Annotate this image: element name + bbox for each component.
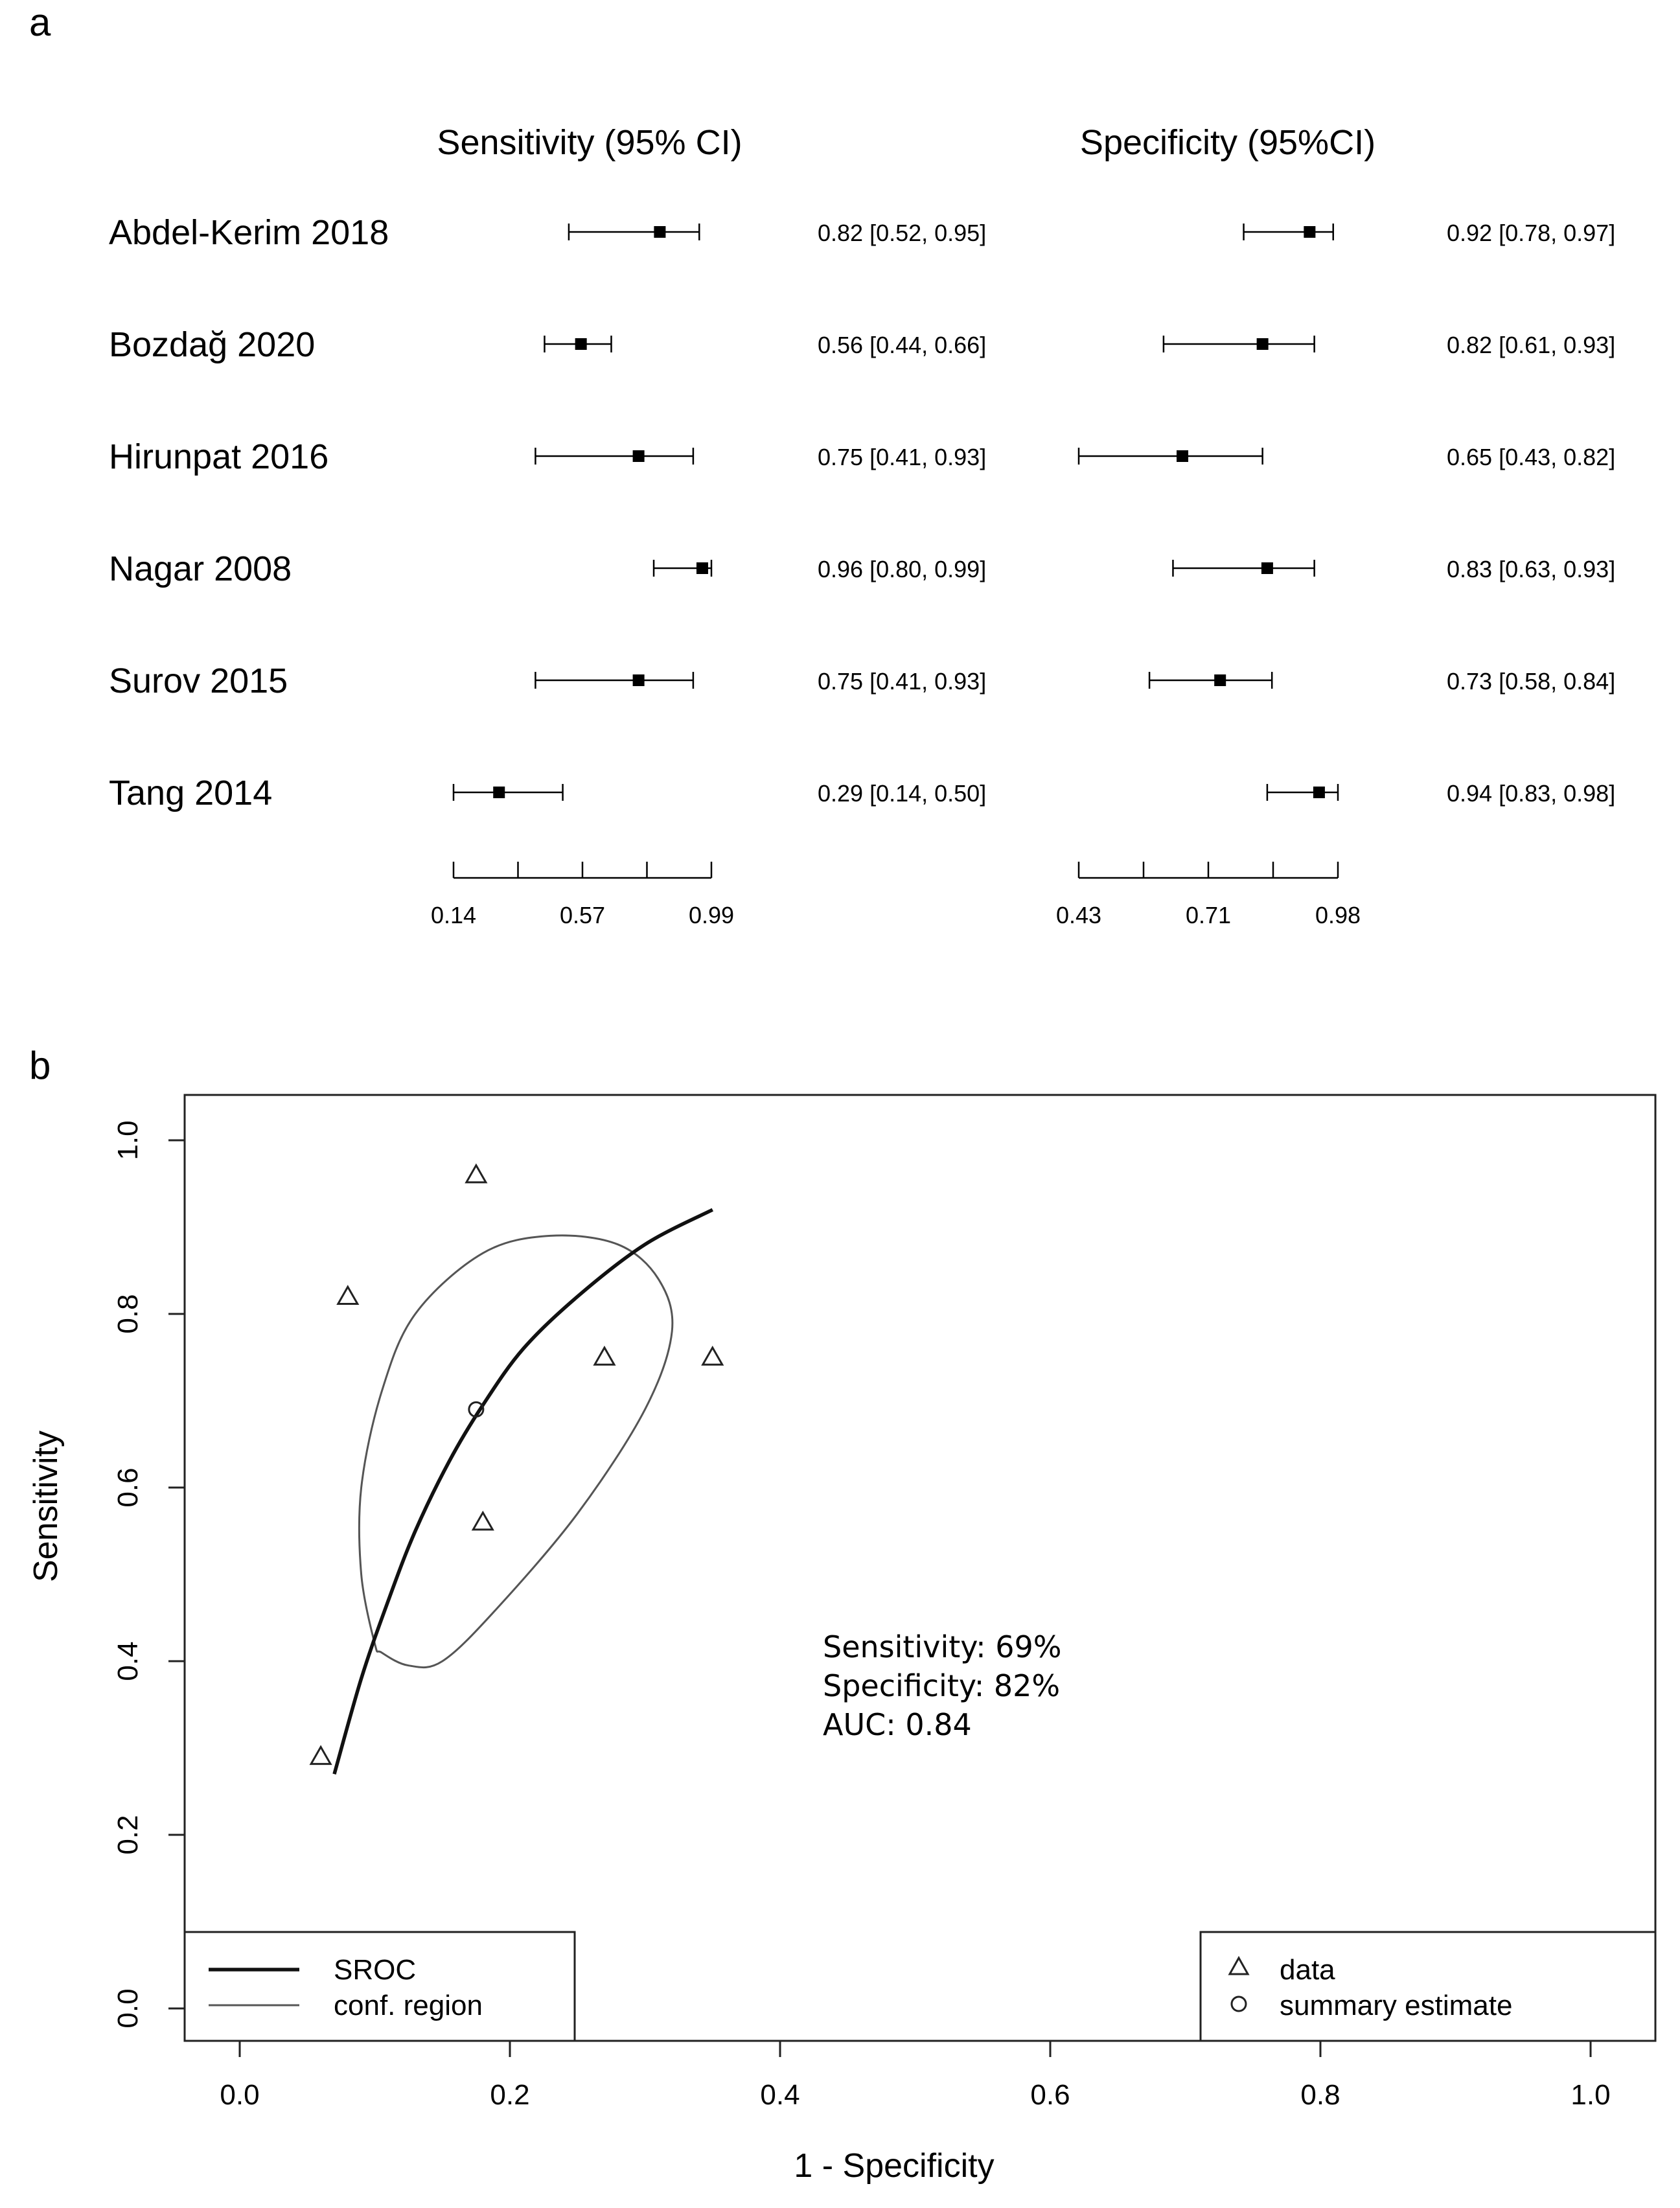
ci-value-label: 0.92 [0.78, 0.97] [1447,220,1615,246]
data-point-triangle [309,1745,332,1765]
study-label: Hirunpat 2016 [109,437,328,476]
x-tick-label: 0.6 [1030,2079,1070,2111]
axis-tick-label: 0.14 [431,902,476,928]
sensitivity-axis: 0.14 0.57 0.99 [431,862,734,928]
x-tick-label: 1.0 [1571,2079,1610,2111]
data-point-triangle [593,1345,616,1366]
legend-right: data summary estimate [1199,1931,1657,2042]
x-tick-label: 0.8 [1300,2079,1340,2111]
annotation-auc: AUC: 0.84 [823,1707,972,1742]
study-label: Bozdağ 2020 [109,325,315,364]
data-point-triangle [701,1345,724,1366]
x-tick-label: 0.4 [760,2079,800,2111]
x-tick-label: 0.2 [490,2079,529,2111]
ci-value-label: 0.94 [0.83, 0.98] [1447,780,1615,807]
specificity-rows: 0.92 [0.78, 0.97] 0.82 [0.61, 0.93] 0.65 [… [1077,220,1615,807]
point-estimate-marker [696,562,708,574]
point-estimate-marker [632,674,645,686]
specificity-header: Specificity (95%CI) [1080,123,1375,162]
point-estimate-marker [1313,787,1325,798]
confidence-region [358,1234,674,1669]
y-tick-label: 1.0 [112,1120,144,1160]
y-tick-label: 0.6 [112,1467,144,1507]
legend-sroc-label: SROC [334,1954,416,1986]
sroc-plot-panel: b 0.0 0.2 0.4 0.6 0.8 1.0 0.00.20.40.60.81.0 … [27,1044,1657,2185]
x-axis-label: 1 - Specificity [794,2147,994,2185]
y-tick-label: 0.0 [112,1988,144,2028]
axis-tick-label: 0.57 [560,902,605,928]
sensitivity-header: Sensitivity (95% CI) [437,123,742,162]
study-label: Surov 2015 [109,661,288,700]
stats-annotation: Sensitivity: 69% Specificity: 82% AUC: 0… [823,1629,1062,1742]
study-label: Tang 2014 [109,774,272,812]
ci-value-label: 0.82 [0.61, 0.93] [1447,332,1615,358]
ci-value-label: 0.29 [0.14, 0.50] [818,780,986,807]
legend-summary-label: summary estimate [1280,1990,1512,2021]
annotation-sensitivity: Sensitivity: 69% [823,1629,1062,1664]
data-point-triangle [465,1163,488,1184]
study-label: Abdel-Kerim 2018 [109,213,389,252]
data-point-triangle [471,1510,494,1531]
ci-value-label: 0.75 [0.41, 0.93] [818,444,986,470]
panel-b-label: b [29,1044,51,1087]
point-estimate-marker [632,450,645,462]
legend-triangle-marker [1228,1955,1250,1975]
legend-left: SROC conf. region [183,1931,576,2042]
forest-plot-panel: a Sensitivity (95% CI) Specificity (95%C… [29,1,1615,928]
point-estimate-marker [654,226,666,238]
axis-tick-label: 0.71 [1186,902,1231,928]
y-tick-label: 0.2 [112,1815,144,1854]
legend-right-box [1199,1931,1657,2042]
legend-left-box [183,1931,576,2042]
y-tick-label: 0.8 [112,1294,144,1333]
ci-value-label: 0.83 [0.63, 0.93] [1447,556,1615,582]
study-label: Nagar 2008 [109,549,292,588]
point-estimate-marker [1304,226,1316,238]
specificity-axis: 0.43 0.71 0.98 [1056,862,1361,928]
point-estimate-marker [493,787,505,798]
annotation-specificity: Specificity: 82% [823,1668,1060,1703]
point-estimate-marker [1214,674,1226,686]
point-estimate-marker [1256,338,1269,350]
point-estimate-marker [1261,562,1273,574]
panel-a-label: a [29,1,51,44]
x-tick-label: 0.0 [220,2079,259,2111]
summary-estimate-marker [468,1401,485,1418]
y-axis-label: Sensitivity [27,1431,65,1582]
legend-region-label: conf. region [334,1990,483,2021]
sensitivity-rows: 0.82 [0.52, 0.95] 0.56 [0.44, 0.66] 0.75 [… [452,220,986,807]
ci-value-label: 0.73 [0.58, 0.84] [1447,668,1615,695]
ci-value-label: 0.82 [0.52, 0.95] [818,220,986,246]
axis-tick-label: 0.43 [1056,902,1101,928]
y-tick-label: 0.4 [112,1641,144,1681]
data-point-triangle [336,1285,360,1305]
study-labels: Abdel-Kerim 2018 Bozdağ 2020 Hirunpat 2016… [109,213,389,812]
legend-data-label: data [1280,1954,1335,1986]
legend-circle-marker [1230,1995,1247,2012]
y-axis: 0.0 0.2 0.4 0.6 0.8 1.0 [112,1120,186,2029]
data-points [309,1163,724,1765]
axis-tick-label: 0.99 [689,902,734,928]
ci-value-label: 0.65 [0.43, 0.82] [1447,444,1615,470]
point-estimate-marker [575,338,587,350]
axis-tick-label: 0.98 [1315,902,1361,928]
ci-value-label: 0.96 [0.80, 0.99] [818,556,986,582]
point-estimate-marker [1177,450,1188,462]
sroc-curve [332,1208,714,1775]
ci-value-label: 0.75 [0.41, 0.93] [818,668,986,695]
ci-value-label: 0.56 [0.44, 0.66] [818,332,986,358]
